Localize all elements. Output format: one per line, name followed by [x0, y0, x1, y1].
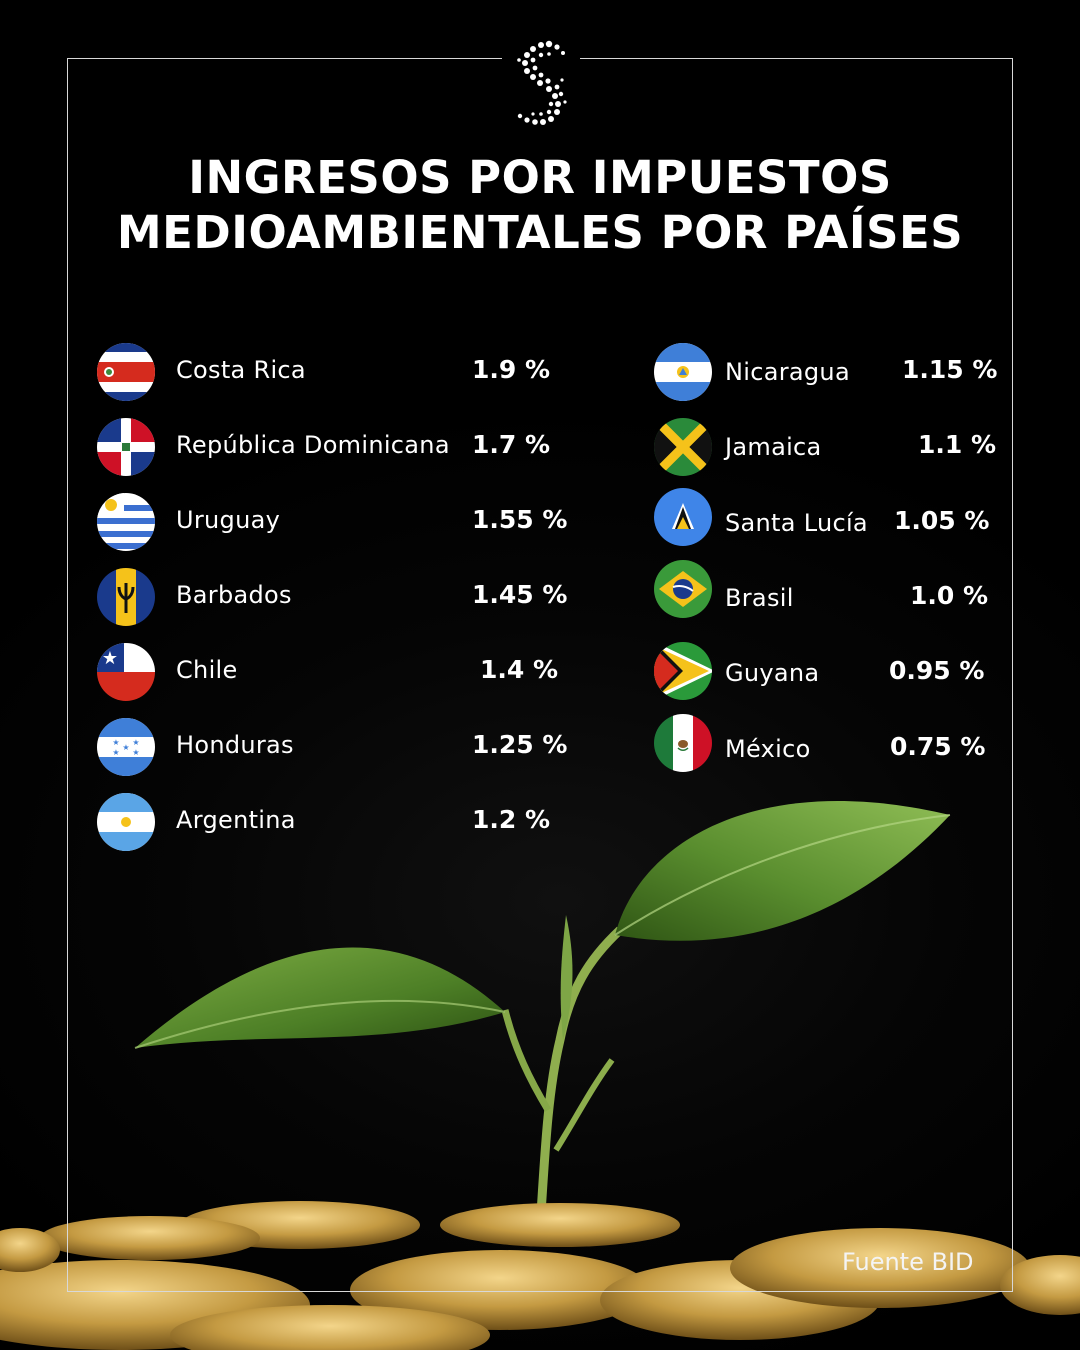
dotted-s-logo	[517, 40, 567, 125]
list-item: Costa Rica 1.9 %	[96, 342, 566, 404]
frame-gap	[502, 50, 580, 70]
svg-text:★: ★	[102, 648, 118, 669]
svg-text:★: ★	[112, 738, 119, 747]
country-value: 1.4 %	[480, 655, 559, 684]
list-item: Jamaica 1.1 %	[653, 417, 996, 479]
country-value: 0.95 %	[889, 656, 985, 685]
country-name: Argentina	[176, 806, 296, 834]
country-value: 1.2 %	[472, 805, 551, 834]
country-name: Barbados	[176, 581, 292, 609]
list-item: Guyana 0.95 %	[653, 641, 985, 703]
chile-flag-icon: ★	[96, 642, 156, 702]
list-item: Brasil 1.0 %	[653, 559, 988, 621]
mexico-flag-icon	[653, 713, 713, 773]
country-value: 1.9 %	[472, 355, 551, 384]
brazil-flag-icon	[653, 559, 713, 619]
country-value: 1.25 %	[472, 730, 568, 759]
list-item: Nicaragua 1.15 %	[653, 342, 997, 404]
nicaragua-flag-icon	[653, 342, 713, 402]
title-line-2: MEDIOAMBIENTALES POR PAÍSES	[116, 206, 964, 259]
honduras-flag-icon: ★ ★ ★ ★ ★	[96, 717, 156, 777]
country-name: República Dominicana	[176, 431, 450, 459]
svg-text:★: ★	[112, 748, 119, 757]
list-item: ★ Chile 1.4 %	[96, 642, 566, 704]
uruguay-flag-icon	[96, 492, 156, 552]
list-item: Santa Lucía 1.05 %	[653, 487, 989, 549]
country-value: 1.45 %	[472, 580, 568, 609]
costa-rica-flag-icon	[96, 342, 156, 402]
country-value: 1.1 %	[918, 430, 997, 459]
list-item: ★ ★ ★ ★ ★ Honduras 1.25 %	[96, 717, 568, 779]
country-name: Uruguay	[176, 506, 281, 534]
country-value: 1.7 %	[472, 430, 551, 459]
country-name: México	[725, 735, 811, 763]
country-name: Guyana	[725, 659, 820, 687]
country-value: 0.75 %	[890, 732, 986, 761]
country-name: Costa Rica	[176, 356, 306, 384]
source-label: Fuente BID	[842, 1248, 974, 1276]
list-item: Barbados 1.45 %	[96, 567, 568, 629]
guyana-flag-icon	[653, 641, 713, 701]
saint-lucia-flag-icon	[653, 487, 713, 547]
svg-text:★: ★	[132, 738, 139, 747]
barbados-flag-icon	[96, 567, 156, 627]
svg-text:★: ★	[122, 743, 129, 752]
country-value: 1.0 %	[910, 581, 989, 610]
country-name: Chile	[176, 656, 238, 684]
country-value: 1.15 %	[902, 355, 998, 384]
country-name: Jamaica	[725, 433, 822, 461]
page-title: INGRESOS POR IMPUESTOS MEDIOAMBIENTALES …	[60, 150, 1020, 260]
list-item: Uruguay 1.55 %	[96, 492, 568, 554]
country-name: Nicaragua	[725, 358, 850, 386]
country-value: 1.05 %	[894, 506, 990, 535]
argentina-flag-icon	[96, 792, 156, 852]
country-name: Santa Lucía	[725, 509, 868, 537]
jamaica-flag-icon	[653, 417, 713, 477]
title-line-1: INGRESOS POR IMPUESTOS	[188, 151, 892, 204]
country-value: 1.55 %	[472, 505, 568, 534]
svg-text:★: ★	[132, 748, 139, 757]
list-item: República Dominicana 1.7 %	[96, 417, 566, 479]
country-name: Brasil	[725, 584, 794, 612]
dominican-republic-flag-icon	[96, 417, 156, 477]
list-item: México 0.75 %	[653, 713, 986, 775]
list-item: Argentina 1.2 %	[96, 792, 566, 854]
country-name: Honduras	[176, 731, 294, 759]
